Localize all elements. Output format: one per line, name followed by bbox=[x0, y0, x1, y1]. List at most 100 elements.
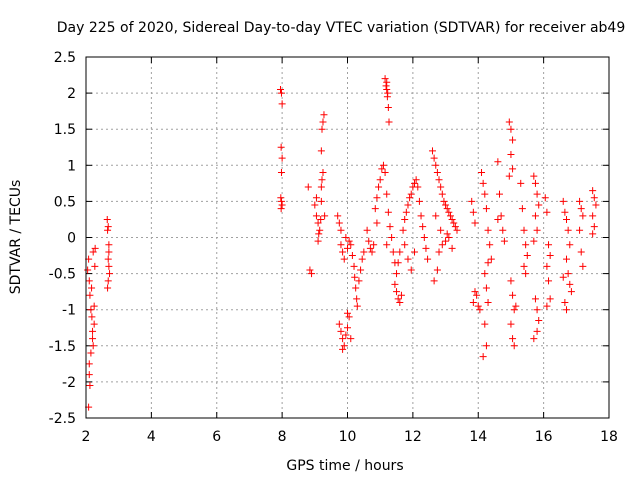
data-point bbox=[383, 241, 391, 249]
data-point bbox=[373, 194, 381, 202]
data-point bbox=[360, 248, 368, 256]
data-point bbox=[87, 306, 95, 314]
data-point bbox=[520, 226, 528, 234]
data-point bbox=[339, 345, 347, 353]
data-point bbox=[420, 234, 428, 241]
y-tick-label: 1.5 bbox=[54, 122, 76, 138]
data-point bbox=[345, 313, 353, 321]
data-point bbox=[86, 382, 94, 390]
data-point bbox=[564, 270, 572, 278]
data-point bbox=[428, 147, 436, 155]
data-point bbox=[90, 302, 98, 310]
data-point bbox=[394, 259, 402, 267]
data-point bbox=[384, 89, 392, 97]
data-point bbox=[522, 270, 530, 278]
data-point bbox=[435, 176, 443, 184]
data-point bbox=[589, 230, 597, 238]
data-point bbox=[450, 219, 458, 227]
data-point bbox=[371, 205, 379, 213]
axis-ticks: 2 4 6 8 10 12 14 16 18 -2.5 -2 -1.5 -1 -0.5 0 0.5 1 1.5 2 2… bbox=[49, 50, 618, 445]
data-point bbox=[384, 208, 392, 216]
data-point bbox=[363, 226, 371, 234]
data-point bbox=[500, 237, 508, 245]
data-point bbox=[370, 241, 378, 249]
data-point bbox=[355, 277, 363, 285]
data-point bbox=[510, 342, 518, 350]
data-point bbox=[106, 270, 114, 278]
data-point bbox=[486, 241, 494, 249]
data-point bbox=[543, 262, 551, 270]
data-point bbox=[545, 241, 553, 249]
data-point bbox=[561, 298, 569, 306]
data-point bbox=[383, 78, 391, 86]
data-point bbox=[499, 226, 507, 234]
data-point bbox=[89, 248, 97, 256]
y-tick-label: -1.5 bbox=[49, 339, 76, 355]
data-point bbox=[438, 190, 446, 198]
y-tick-label: 1 bbox=[67, 158, 76, 174]
data-point bbox=[317, 147, 325, 155]
data-point bbox=[469, 298, 477, 306]
data-point bbox=[482, 342, 490, 350]
data-point bbox=[376, 176, 384, 184]
data-point bbox=[381, 75, 389, 83]
data-point bbox=[85, 360, 93, 368]
data-point bbox=[342, 331, 350, 339]
data-point bbox=[401, 241, 409, 249]
data-point bbox=[404, 201, 412, 209]
data-point bbox=[531, 179, 539, 187]
data-point bbox=[487, 255, 495, 263]
data-point bbox=[104, 226, 112, 234]
plot-frame bbox=[85, 56, 610, 419]
data-point bbox=[533, 190, 541, 198]
x-tick-label: 16 bbox=[535, 429, 553, 445]
data-point bbox=[481, 320, 489, 328]
data-point bbox=[533, 226, 541, 234]
data-point bbox=[531, 212, 539, 220]
data-point bbox=[442, 201, 450, 209]
x-tick-label: 6 bbox=[212, 429, 221, 445]
data-point bbox=[105, 262, 113, 270]
data-point bbox=[340, 342, 348, 350]
data-point bbox=[443, 205, 451, 213]
data-point bbox=[384, 104, 392, 112]
data-point bbox=[401, 215, 409, 223]
data-point bbox=[317, 215, 325, 223]
data-point bbox=[383, 190, 391, 198]
data-point bbox=[353, 295, 361, 303]
data-point bbox=[509, 335, 517, 343]
data-point bbox=[321, 212, 329, 220]
data-point bbox=[339, 335, 347, 343]
data-point bbox=[89, 327, 97, 335]
data-point bbox=[348, 252, 356, 260]
data-point bbox=[471, 219, 479, 227]
data-point bbox=[577, 248, 585, 256]
data-point bbox=[435, 248, 443, 256]
data-point bbox=[590, 223, 598, 231]
data-point bbox=[86, 291, 94, 299]
data-point bbox=[563, 255, 571, 263]
data-point bbox=[509, 291, 517, 299]
data-point bbox=[522, 241, 530, 249]
data-point bbox=[509, 136, 517, 144]
data-point bbox=[411, 248, 419, 256]
data-point bbox=[277, 143, 285, 151]
data-point bbox=[394, 295, 402, 303]
data-point bbox=[507, 320, 515, 328]
y-tick-label: 2 bbox=[67, 86, 76, 102]
data-point bbox=[277, 197, 285, 205]
data-point bbox=[345, 237, 353, 245]
x-tick-label: 10 bbox=[339, 429, 357, 445]
data-point bbox=[388, 234, 396, 241]
data-point bbox=[482, 284, 490, 292]
data-point bbox=[368, 248, 376, 256]
data-point bbox=[399, 226, 407, 234]
data-point bbox=[278, 201, 286, 209]
data-point bbox=[391, 280, 399, 288]
data-point bbox=[406, 194, 414, 202]
data-point bbox=[88, 313, 96, 321]
data-point bbox=[383, 85, 391, 93]
data-point bbox=[379, 161, 387, 169]
data-point bbox=[546, 295, 554, 303]
